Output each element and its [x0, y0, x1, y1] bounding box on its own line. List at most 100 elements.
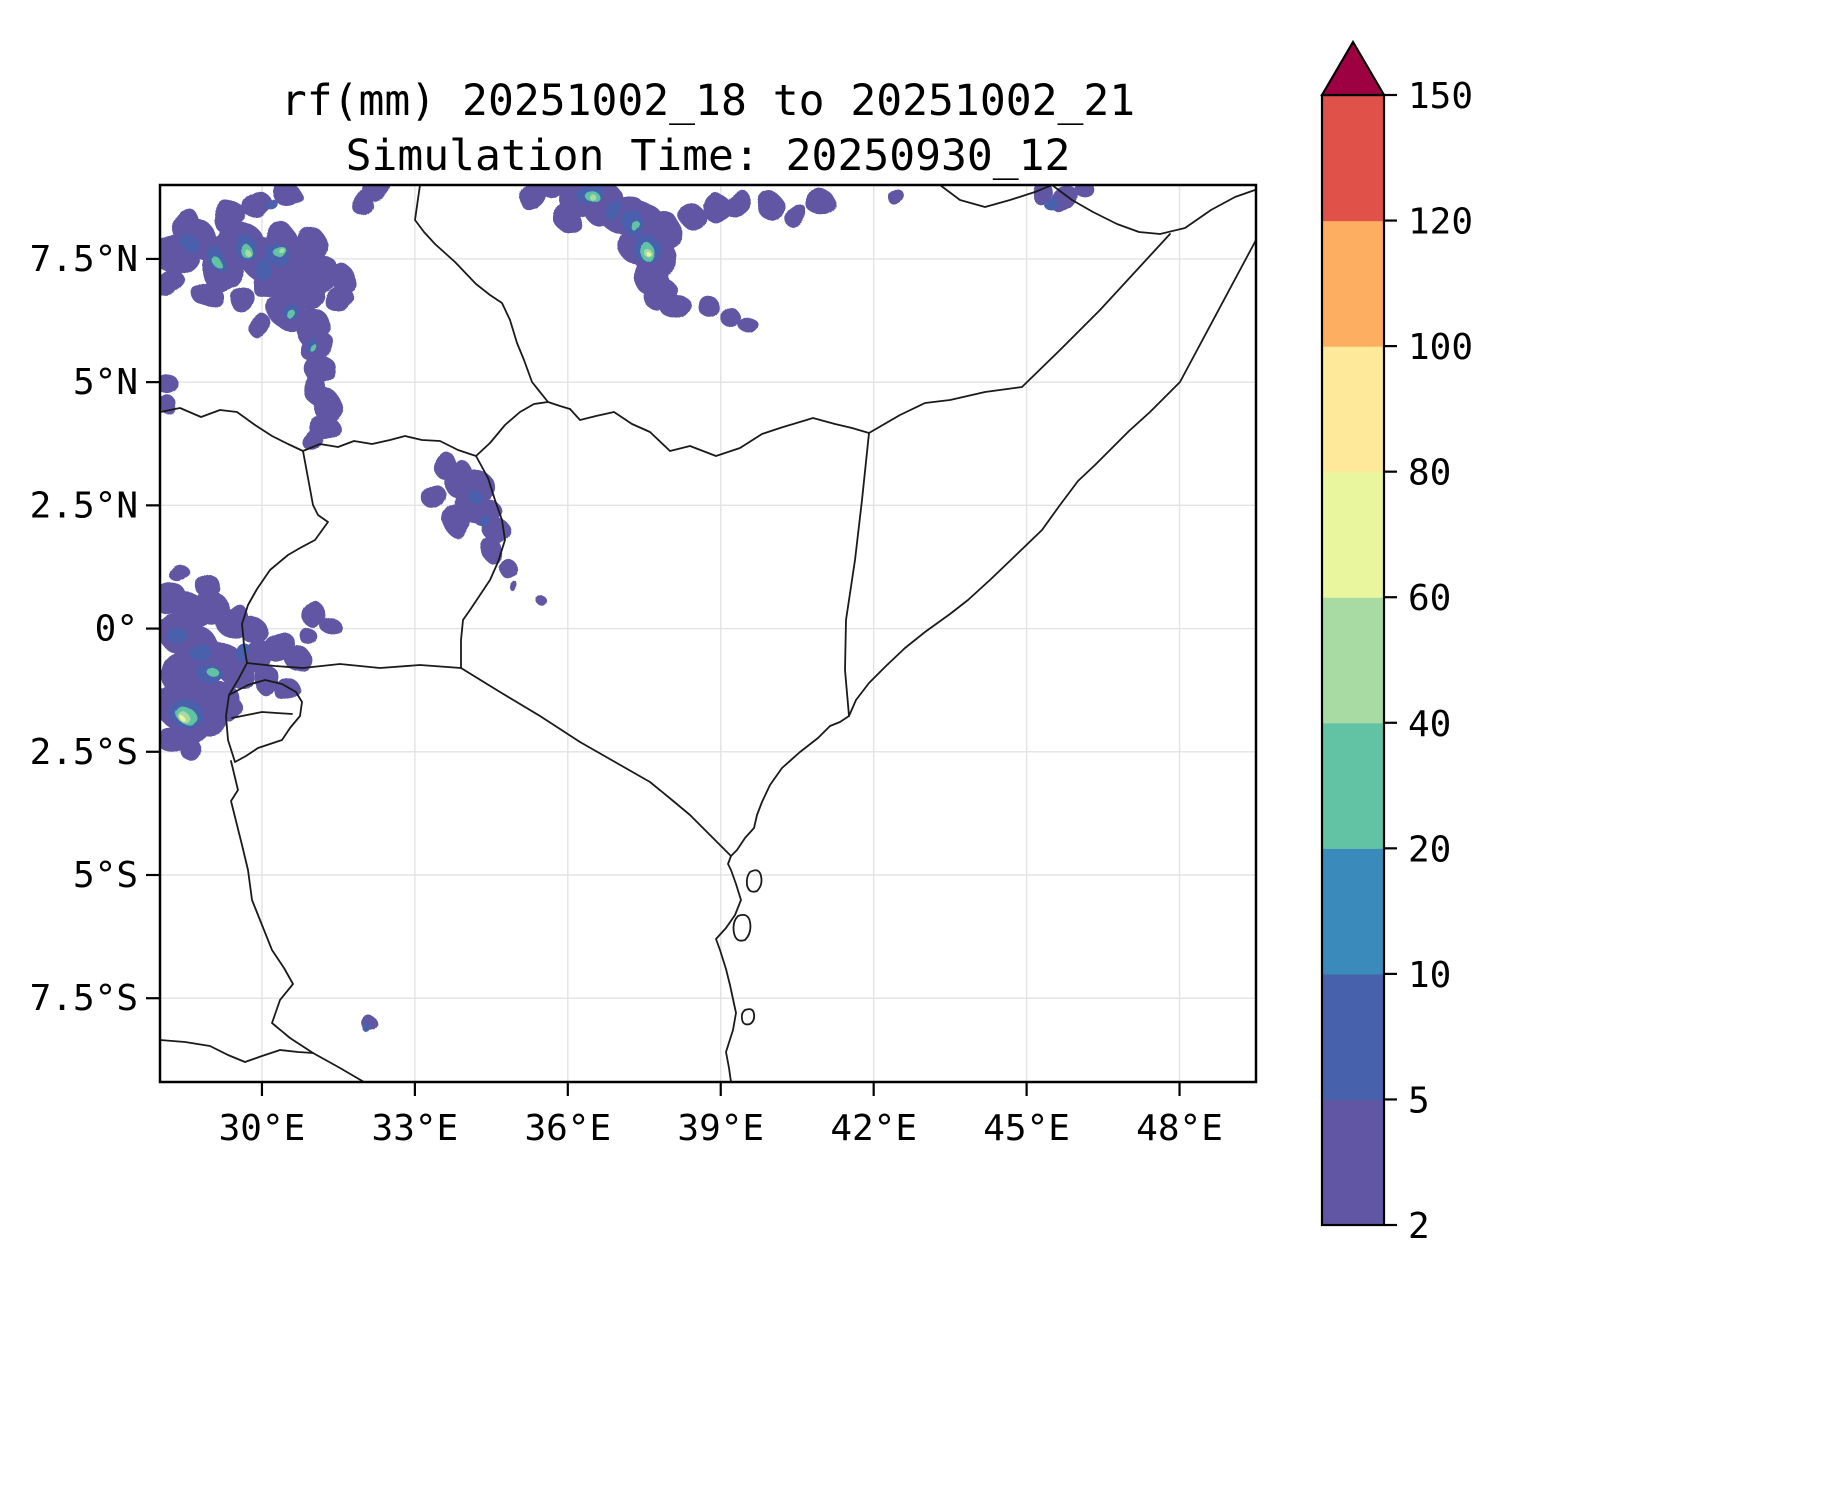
- y-tick-label: 7.5°N: [30, 239, 138, 280]
- x-tick-label: 33°E: [372, 1108, 459, 1149]
- rain-cell: [167, 627, 189, 645]
- rain-cell: [632, 222, 642, 232]
- plot-title-line2: Simulation Time: 20250930_12: [346, 131, 1071, 181]
- y-tick-label: 2.5°N: [30, 485, 138, 526]
- y-tick-label: 7.5°S: [30, 978, 138, 1019]
- colorbar-segment: [1322, 848, 1384, 975]
- colorbar-tick-label: 10: [1408, 955, 1451, 996]
- rain-cell: [539, 185, 566, 198]
- rain-cell: [536, 595, 548, 608]
- rain-cell: [659, 293, 691, 319]
- rain-cell: [241, 191, 272, 218]
- rain-cell: [160, 726, 186, 753]
- rain-cell: [496, 558, 517, 576]
- rain-cell: [478, 514, 489, 527]
- colorbar-segment: [1322, 471, 1384, 598]
- rain-cell: [552, 206, 583, 233]
- zanzibar-island: [732, 913, 752, 942]
- rain-cell: [278, 247, 285, 253]
- rainfall-field: [160, 185, 1096, 1033]
- rain-cell: [181, 235, 200, 253]
- rain-cell: [318, 615, 339, 633]
- rain-cell: [604, 199, 623, 220]
- djibouti-somaliland-border: [939, 185, 1256, 235]
- rain-cell: [737, 315, 756, 331]
- rwanda-burundi-borders: [225, 679, 303, 763]
- axis-ticks-and-labels: 30°E 33°E 36°E 39°E 42°E 45°E 48°E 7.5°N 5°N 2.5°…: [30, 239, 1223, 1149]
- rain-cell: [480, 537, 502, 563]
- ethiopia-somalia-border: [868, 233, 1171, 434]
- x-tick-label: 30°E: [219, 1108, 306, 1149]
- colorbar-tick-label: 40: [1408, 704, 1451, 745]
- x-tick-label: 48°E: [1136, 1108, 1223, 1149]
- colorbar-tick-label: 120: [1408, 202, 1473, 243]
- rain-cell: [1044, 198, 1060, 212]
- plot-title-line1: rf(mm) 20251002_18 to 20251002_21: [281, 76, 1135, 126]
- rain-cell: [722, 308, 740, 329]
- colorbar-tick-label: 100: [1408, 327, 1473, 368]
- rain-cell: [703, 191, 729, 223]
- rain-cell: [759, 192, 785, 223]
- rain-cell: [466, 488, 481, 503]
- rain-cell: [423, 486, 447, 510]
- rain-cell: [253, 258, 271, 279]
- rain-cell: [807, 192, 838, 218]
- colorbar-segment: [1322, 973, 1384, 1101]
- rain-cell: [208, 667, 220, 679]
- rain-cell: [236, 615, 267, 642]
- southsudan-ethiopia-border: [414, 185, 571, 410]
- rain-cell: [518, 185, 546, 210]
- rain-cell: [298, 626, 318, 646]
- rain-cell: [699, 296, 722, 321]
- rain-cell: [216, 201, 247, 238]
- colorbar-tick-label: 80: [1408, 453, 1451, 494]
- uganda-drc-border: [228, 450, 329, 696]
- rain-cell: [314, 392, 342, 422]
- uganda-kenya-border: [460, 455, 506, 669]
- colorbar-tick-label: 2: [1408, 1206, 1430, 1247]
- rain-cell: [160, 269, 185, 298]
- rain-cell: [591, 195, 598, 203]
- colorbar-extend-arrow: [1320, 39, 1386, 97]
- rain-cell: [266, 199, 279, 210]
- x-tick-label: 36°E: [524, 1108, 611, 1149]
- rain-cell: [301, 601, 325, 626]
- rain-cell: [311, 346, 320, 354]
- rain-cell: [272, 185, 302, 209]
- rain-cell: [179, 714, 184, 720]
- drc-tanzania-zambia-border: [230, 760, 365, 1082]
- pemba-island: [745, 869, 763, 893]
- drc-southsudan-border: [160, 407, 304, 452]
- colorbar-segment: [1322, 95, 1384, 222]
- rain-cell: [721, 188, 751, 216]
- rain-cell: [170, 206, 201, 243]
- colorbar-tick-label: 5: [1408, 1080, 1430, 1121]
- somalia-kenya-tanzania-coastline: [715, 239, 1256, 1082]
- y-tick-label: 5°N: [73, 362, 138, 403]
- map-frame: [158, 183, 1258, 1084]
- plot-gridlines: [160, 185, 1256, 1082]
- x-tick-label: 45°E: [983, 1108, 1070, 1149]
- zambia-border-south: [160, 1039, 314, 1063]
- y-tick-label: 5°S: [73, 855, 138, 896]
- rain-cell: [245, 249, 251, 257]
- colorbar-segment: [1322, 346, 1384, 473]
- rain-cell: [191, 643, 211, 663]
- rain-cell: [443, 504, 469, 536]
- rain-cell: [301, 429, 325, 454]
- colorbar-tick-label: 60: [1408, 578, 1451, 619]
- rain-cell: [179, 736, 202, 762]
- colorbar-segment: [1322, 722, 1384, 849]
- rain-cell: [228, 283, 255, 314]
- rain-cell: [190, 280, 222, 307]
- colorbar: 2 5 10 20 40 60 80 100 120 150: [1320, 39, 1473, 1247]
- rain-cell: [160, 371, 178, 393]
- tanzania-uganda-kenya-border: [246, 662, 732, 857]
- rain-cell: [250, 315, 273, 341]
- colorbar-segment: [1322, 220, 1384, 347]
- country-borders: [160, 185, 1256, 1082]
- colorbar-tick-label: 150: [1408, 76, 1473, 117]
- rain-cell: [170, 565, 191, 584]
- rain-cell: [646, 252, 651, 256]
